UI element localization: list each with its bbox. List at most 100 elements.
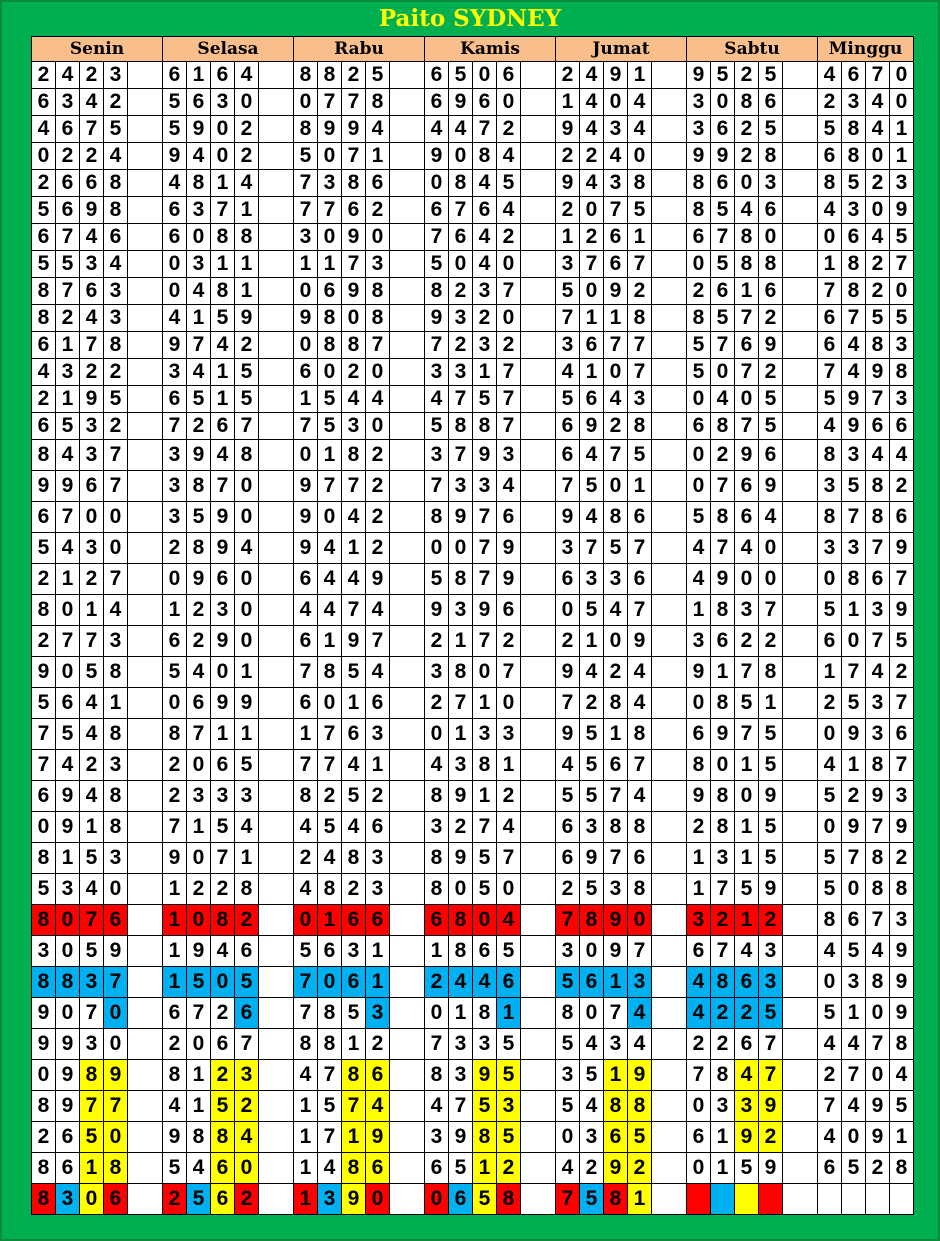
digit-cell-jumat: 7 (627, 331, 652, 359)
digit-cell-kamis: 9 (448, 780, 473, 812)
digit-cell-minggu: 7 (841, 304, 866, 332)
digit-cell-minggu: 3 (841, 439, 866, 471)
digit-cell-sabtu: 6 (686, 718, 711, 750)
spacer-cell (651, 935, 687, 967)
spacer-cell (782, 223, 818, 251)
digit-cell-jumat: 9 (555, 115, 580, 143)
digit-cell-kamis: 2 (496, 223, 521, 251)
digit-cell-jumat: 7 (603, 331, 628, 359)
spacer-cell (651, 385, 687, 413)
digit-cell-selasa: 2 (234, 1183, 259, 1215)
digit-cell-jumat: 2 (555, 196, 580, 224)
digit-cell-sabtu: 6 (686, 223, 711, 251)
digit-cell-senin: 4 (31, 358, 56, 386)
digit-cell-jumat: 3 (555, 331, 580, 359)
digit-cell-minggu: 5 (889, 625, 914, 657)
spacer-cell (782, 385, 818, 413)
digit-cell-kamis: 3 (472, 1028, 497, 1060)
digit-cell-senin: 7 (103, 1090, 128, 1122)
digit-cell-senin: 2 (79, 61, 104, 89)
digit-cell-jumat: 7 (579, 250, 604, 278)
digit-cell-jumat: 5 (579, 470, 604, 502)
digit-cell-selasa: 5 (186, 501, 211, 533)
digit-cell-rabu: 4 (293, 1059, 318, 1091)
digit-cell-selasa: 2 (162, 780, 187, 812)
spacer-cell (520, 115, 556, 143)
digit-cell-kamis: 8 (496, 1183, 521, 1215)
digit-cell-sabtu: 2 (734, 997, 759, 1029)
spacer-cell (258, 1183, 294, 1215)
spacer-cell (651, 223, 687, 251)
digit-cell-selasa: 7 (186, 997, 211, 1029)
digit-cell-rabu: 0 (293, 439, 318, 471)
digit-cell-senin: 3 (55, 88, 80, 116)
digit-cell-rabu: 5 (317, 385, 342, 413)
digit-cell-senin: 3 (103, 749, 128, 781)
digit-cell-minggu: 0 (817, 718, 842, 750)
digit-cell-selasa: 8 (186, 532, 211, 564)
digit-cell-kamis: 5 (496, 1121, 521, 1153)
digit-cell-rabu: 0 (317, 358, 342, 386)
digit-cell-sabtu: 8 (686, 196, 711, 224)
digit-cell-rabu: 2 (341, 61, 366, 89)
spacer-cell (782, 1028, 818, 1060)
digit-cell-jumat: 4 (627, 687, 652, 719)
spacer-cell (782, 142, 818, 170)
digit-cell-rabu: 5 (293, 935, 318, 967)
digit-cell-senin: 8 (103, 780, 128, 812)
digit-cell-minggu: 6 (817, 304, 842, 332)
digit-cell-kamis: 8 (424, 501, 449, 533)
digit-cell-jumat: 3 (579, 1121, 604, 1153)
digit-cell-kamis: 0 (472, 904, 497, 936)
digit-cell-selasa: 3 (210, 88, 235, 116)
spacer-cell (651, 439, 687, 471)
digit-cell-senin: 6 (103, 904, 128, 936)
spacer-cell (520, 1028, 556, 1060)
digit-cell-jumat: 1 (627, 223, 652, 251)
digit-cell-sabtu: 5 (758, 842, 783, 874)
digit-cell-kamis: 8 (448, 563, 473, 595)
digit-cell-minggu: 5 (841, 935, 866, 967)
spacer-cell (258, 873, 294, 905)
digit-cell-kamis: 1 (472, 780, 497, 812)
digit-cell-selasa: 6 (234, 997, 259, 1029)
digit-cell-rabu: 5 (317, 811, 342, 843)
digit-cell-selasa: 3 (210, 594, 235, 626)
digit-cell-minggu: 4 (817, 1121, 842, 1153)
spacer-cell (258, 1090, 294, 1122)
digit-cell-sabtu: 4 (758, 501, 783, 533)
digit-cell-jumat: 4 (627, 115, 652, 143)
digit-cell-senin: 5 (31, 532, 56, 564)
digit-cell-jumat: 2 (579, 223, 604, 251)
spacer-cell (389, 501, 425, 533)
digit-cell-kamis: 3 (448, 1059, 473, 1091)
digit-cell-kamis: 2 (424, 687, 449, 719)
digit-cell-minggu: 7 (865, 811, 890, 843)
digit-cell-minggu: 9 (889, 532, 914, 564)
digit-cell-rabu: 8 (317, 873, 342, 905)
digit-cell-rabu: 1 (341, 687, 366, 719)
digit-cell-minggu (841, 1183, 866, 1215)
digit-cell-jumat: 3 (579, 811, 604, 843)
digit-cell-selasa: 5 (162, 88, 187, 116)
digit-cell-selasa: 3 (162, 358, 187, 386)
digit-cell-senin: 4 (55, 532, 80, 564)
digit-cell-rabu: 7 (317, 196, 342, 224)
digit-cell-jumat: 8 (627, 304, 652, 332)
digit-cell-kamis: 1 (472, 358, 497, 386)
digit-cell-rabu: 8 (341, 439, 366, 471)
digit-cell-minggu: 0 (865, 142, 890, 170)
digit-cell-minggu: 2 (865, 277, 890, 305)
digit-cell-jumat: 1 (627, 61, 652, 89)
digit-cell-selasa: 9 (186, 563, 211, 595)
digit-cell-sabtu: 0 (686, 1152, 711, 1184)
digit-cell-selasa: 1 (210, 358, 235, 386)
digit-cell-selasa: 4 (210, 439, 235, 471)
spacer-cell (651, 718, 687, 750)
digit-cell-kamis: 3 (496, 439, 521, 471)
spacer-cell (258, 223, 294, 251)
spacer-cell (782, 625, 818, 657)
